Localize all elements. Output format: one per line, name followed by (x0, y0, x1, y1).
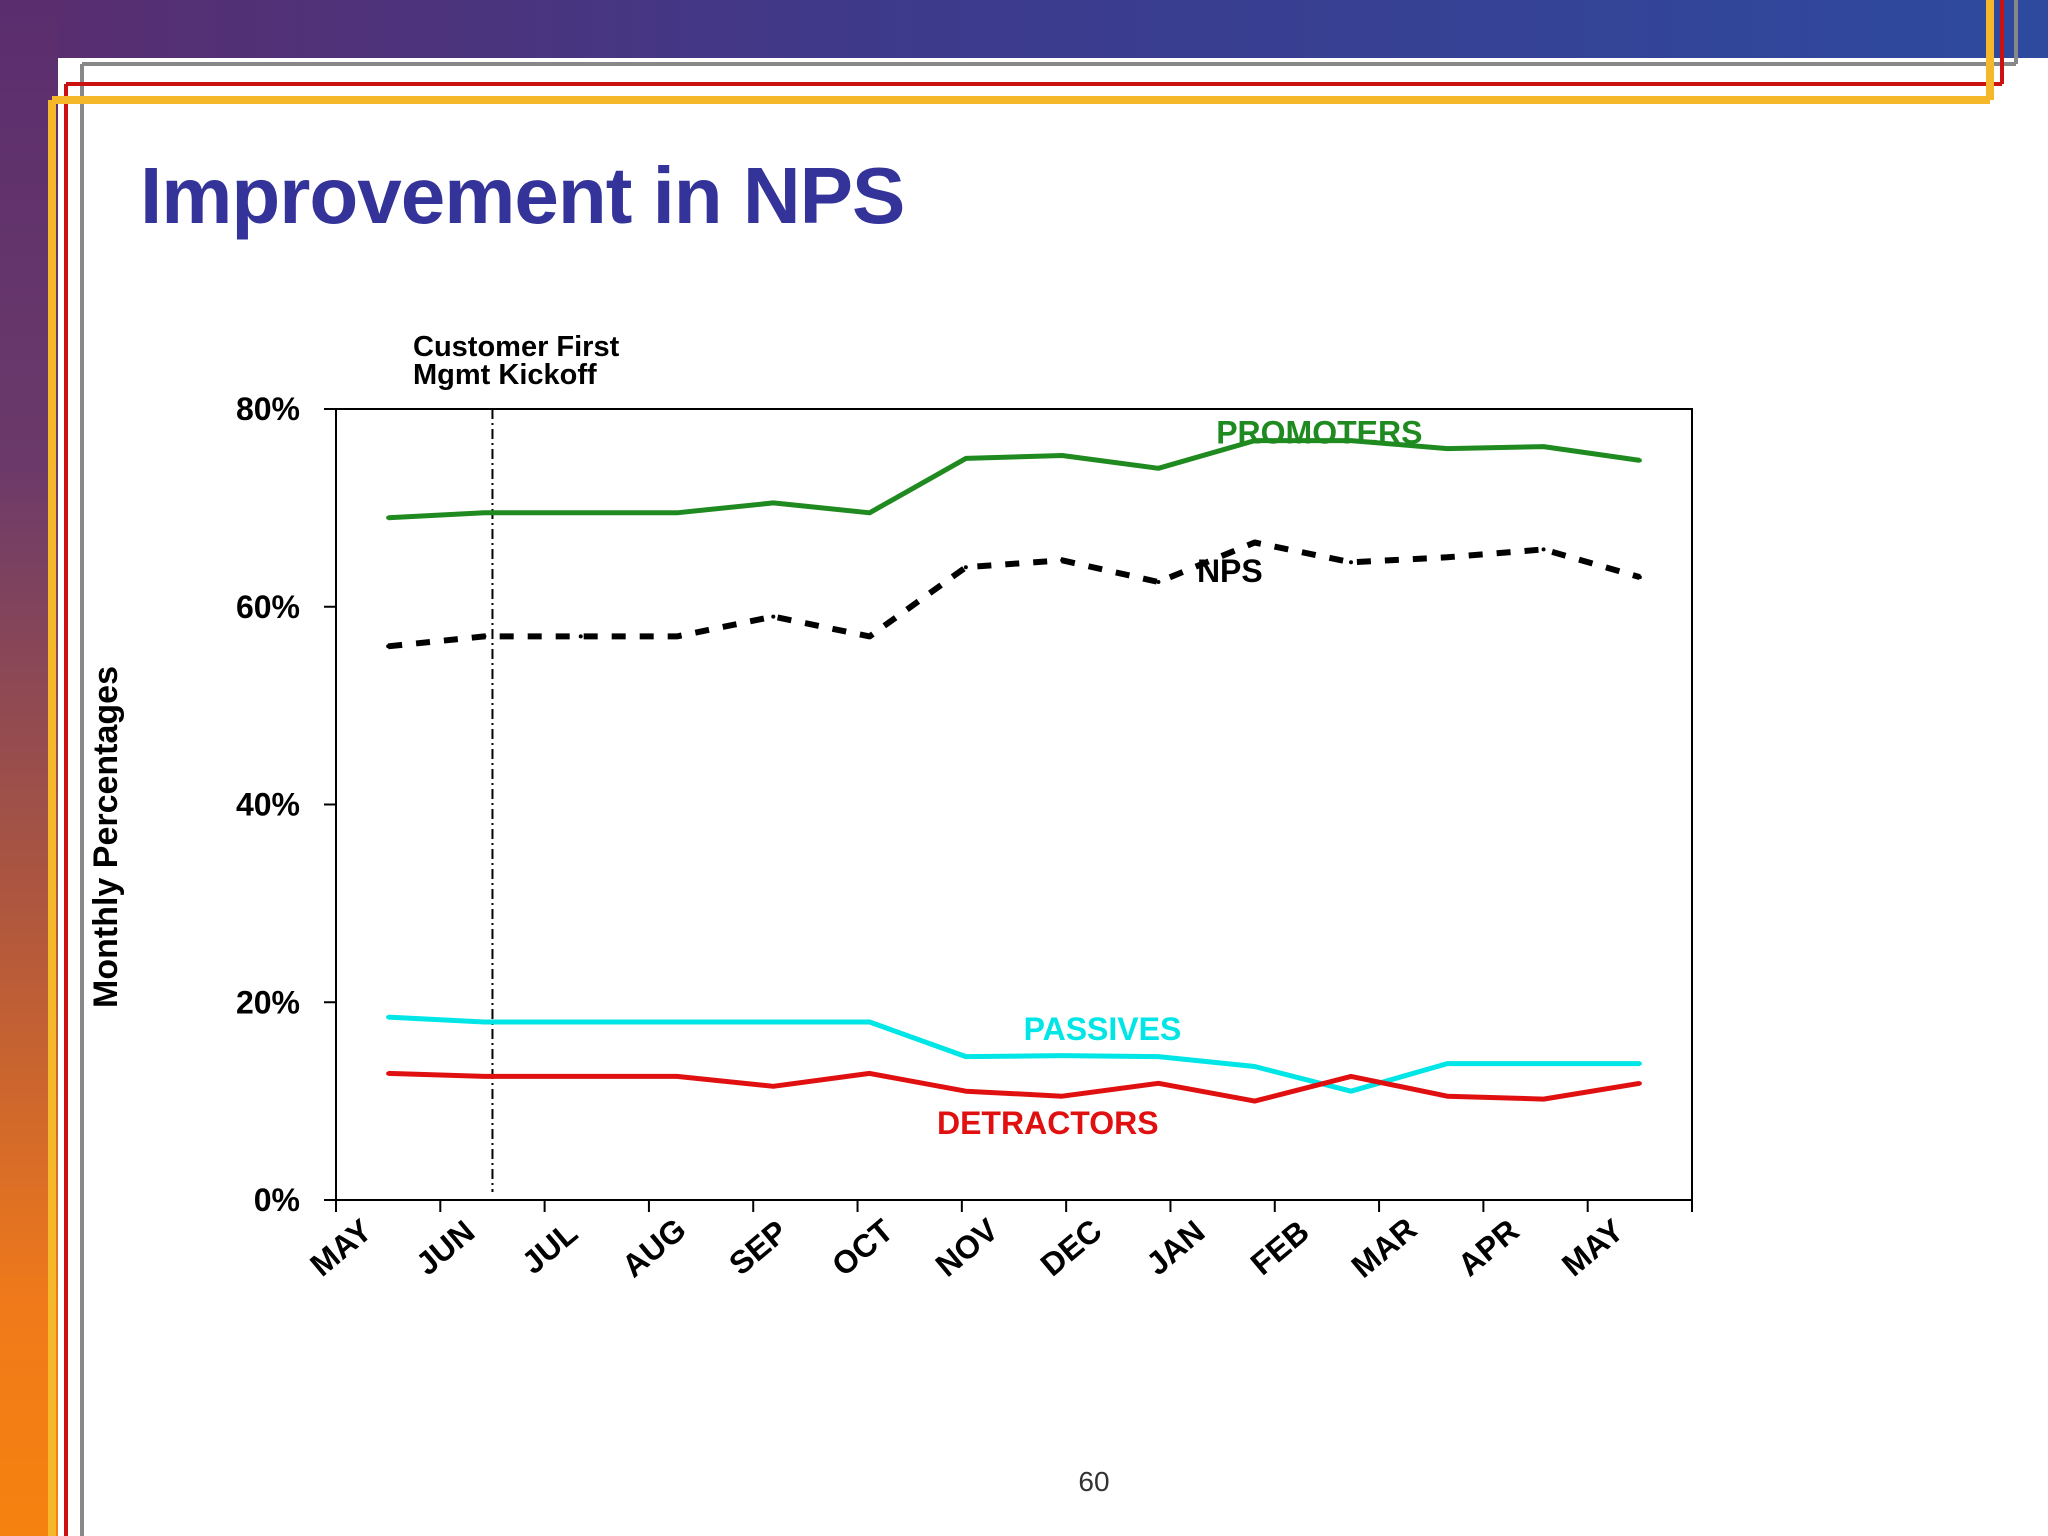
data-point-promoters (1156, 466, 1161, 471)
data-point-promoters (1637, 458, 1642, 463)
x-tick-label: MAY (1555, 1212, 1630, 1283)
x-tick-label: JUN (409, 1213, 481, 1282)
data-point-detractors (482, 1074, 487, 1079)
data-point-promoters (1541, 444, 1546, 449)
y-tick-label: 20% (236, 984, 300, 1020)
plot-area-frame (335, 408, 1693, 1201)
data-point-passives (1348, 1089, 1353, 1094)
y-tick-label: 0% (254, 1182, 300, 1218)
data-point-nps (867, 634, 872, 639)
x-tick-label: SEP (722, 1213, 794, 1282)
data-point-promoters (1060, 453, 1065, 458)
series-label-detractors: DETRACTORS (937, 1105, 1159, 1141)
series-label-nps: NPS (1197, 553, 1263, 589)
data-point-nps (1060, 558, 1065, 563)
annotation-line-2: Mgmt Kickoff (413, 359, 597, 391)
data-point-nps (771, 614, 776, 619)
x-tick-label: JAN (1139, 1213, 1211, 1282)
data-point-passives (1637, 1061, 1642, 1066)
series-label-passives: PASSIVES (1024, 1011, 1182, 1047)
y-tick-label: 40% (236, 787, 300, 823)
data-point-detractors (1156, 1081, 1161, 1086)
data-point-nps (675, 634, 680, 639)
data-point-passives (675, 1020, 680, 1025)
annotation-line-1: Customer First (413, 331, 620, 363)
x-tick-label: FEB (1244, 1213, 1316, 1282)
x-tick-label: OCT (825, 1212, 900, 1283)
data-point-promoters (482, 510, 487, 515)
data-point-passives (1445, 1061, 1450, 1066)
slide-title: Improvement in NPS (140, 151, 905, 240)
data-point-promoters (578, 510, 583, 515)
data-point-detractors (1541, 1097, 1546, 1102)
data-point-passives (1252, 1064, 1257, 1069)
data-point-detractors (578, 1074, 583, 1079)
y-tick-label: 60% (236, 589, 300, 625)
data-point-promoters (1445, 446, 1450, 451)
data-point-detractors (771, 1084, 776, 1089)
data-point-nps (386, 644, 391, 649)
x-tick-label: MAY (303, 1212, 378, 1283)
data-point-promoters (771, 500, 776, 505)
data-point-passives (867, 1020, 872, 1025)
x-tick-label: JUL (515, 1214, 584, 1280)
series-line-detractors (388, 1070, 1641, 1104)
data-point-nps (578, 634, 583, 639)
data-point-passives (482, 1020, 487, 1025)
series-line-promoters (388, 438, 1641, 521)
data-point-passives (1541, 1061, 1546, 1066)
data-point-promoters (386, 515, 391, 520)
series-line-passives (388, 1014, 1640, 1094)
header-gradient-bar (0, 0, 2048, 58)
data-point-nps (1252, 540, 1257, 545)
x-tick-label: APR (1451, 1212, 1526, 1283)
data-point-nps (1541, 547, 1546, 552)
page-number: 60 (1078, 1466, 1110, 1497)
data-point-promoters (1252, 438, 1257, 443)
data-point-detractors (1348, 1074, 1353, 1079)
x-tick-label: MAR (1345, 1210, 1424, 1284)
data-point-detractors (1445, 1094, 1450, 1099)
data-point-promoters (963, 456, 968, 461)
data-point-nps (1445, 555, 1450, 560)
data-point-passives (386, 1015, 391, 1020)
data-point-passives (771, 1020, 776, 1025)
y-axis-label: Monthly Percentages (87, 666, 125, 1008)
data-point-promoters (675, 510, 680, 515)
series-label-promoters: PROMOTERS (1216, 415, 1422, 451)
data-point-nps (1156, 580, 1161, 585)
data-point-detractors (867, 1071, 872, 1076)
data-point-promoters (1348, 438, 1353, 443)
data-point-detractors (963, 1089, 968, 1094)
data-point-detractors (386, 1071, 391, 1076)
y-tick-label: 80% (236, 391, 300, 427)
data-point-detractors (1252, 1099, 1257, 1104)
series-line-nps (387, 539, 1641, 650)
x-tick-label: NOV (929, 1211, 1006, 1284)
data-point-nps (1637, 575, 1642, 580)
data-point-promoters (867, 510, 872, 515)
data-point-nps (1348, 560, 1353, 565)
data-point-nps (482, 634, 487, 639)
data-point-nps (963, 565, 968, 570)
x-tick-label: AUG (615, 1211, 693, 1284)
data-point-passives (578, 1020, 583, 1025)
x-tick-label: DEC (1034, 1212, 1109, 1283)
data-point-passives (1156, 1054, 1161, 1059)
data-point-passives (1060, 1053, 1065, 1058)
data-point-detractors (1060, 1094, 1065, 1099)
data-point-detractors (1637, 1081, 1642, 1086)
data-point-passives (963, 1054, 968, 1059)
data-point-detractors (675, 1074, 680, 1079)
